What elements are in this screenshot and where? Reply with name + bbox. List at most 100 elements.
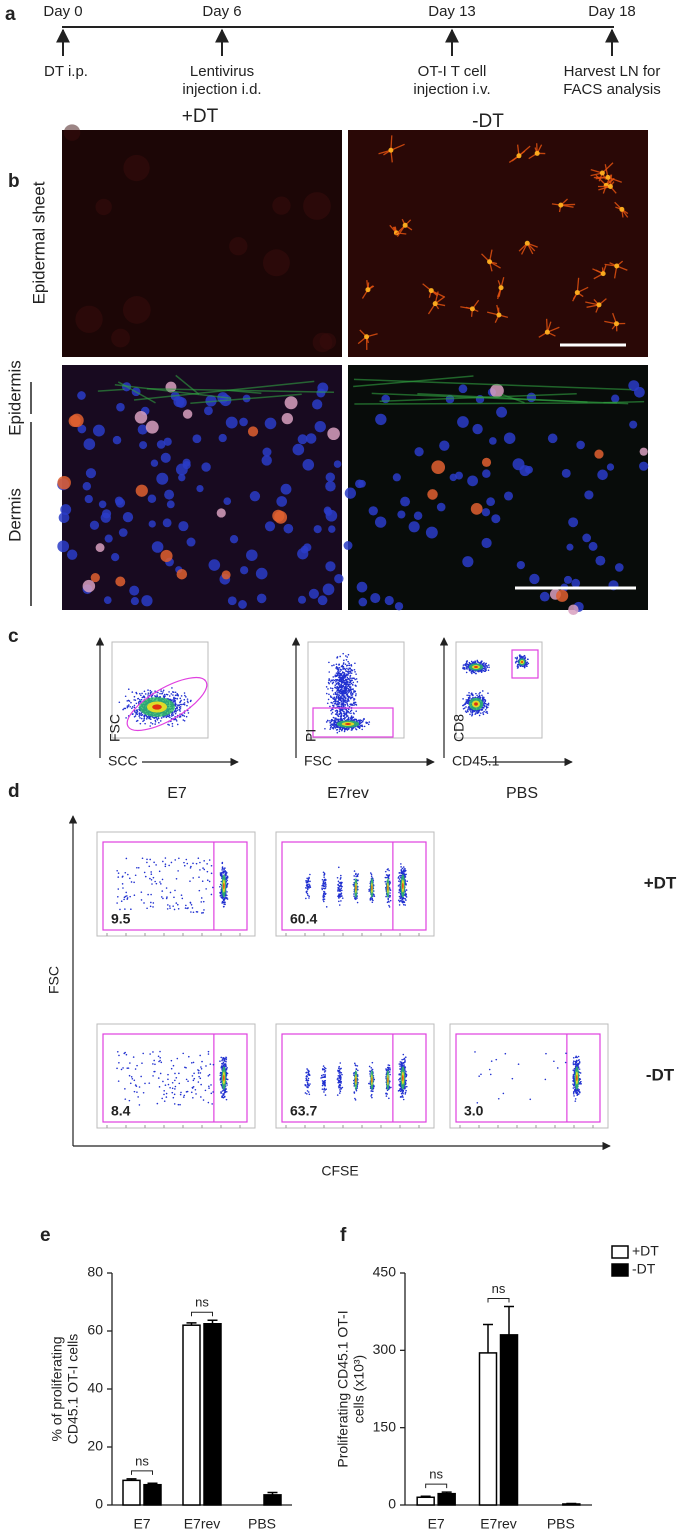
event (144, 691, 146, 693)
event (220, 1077, 222, 1079)
event (341, 1074, 343, 1076)
event (351, 680, 353, 682)
event (345, 670, 347, 672)
event (517, 666, 519, 668)
event (227, 876, 229, 878)
event (161, 717, 163, 719)
event (225, 1089, 227, 1091)
event (372, 901, 374, 903)
cell (582, 534, 591, 543)
event (140, 1076, 142, 1078)
event (174, 859, 176, 861)
row-label: Dermis (5, 488, 24, 542)
image-background (348, 365, 648, 610)
event (135, 874, 137, 876)
event (226, 1099, 228, 1101)
event (339, 1062, 341, 1064)
event (211, 1103, 213, 1105)
event (400, 896, 402, 898)
event (203, 869, 205, 871)
event (142, 714, 144, 716)
event (187, 1091, 189, 1093)
event (330, 727, 332, 729)
event (193, 1080, 195, 1082)
event (225, 1065, 227, 1067)
event (528, 663, 530, 665)
event (475, 693, 477, 695)
cell (314, 525, 322, 533)
event (339, 670, 341, 672)
event (152, 723, 154, 725)
event (466, 703, 468, 705)
event (168, 865, 170, 867)
event (350, 689, 352, 691)
event (308, 1085, 310, 1087)
event (337, 703, 339, 705)
event (347, 699, 349, 701)
cell (116, 403, 125, 412)
cell (59, 512, 70, 523)
cell (276, 496, 287, 507)
event (333, 725, 335, 727)
event (151, 873, 153, 875)
event-label: injection i.v. (413, 81, 490, 98)
event (373, 1085, 375, 1087)
event (178, 709, 180, 711)
event (355, 693, 357, 695)
event (332, 690, 334, 692)
event (211, 894, 213, 896)
event (158, 1077, 160, 1079)
event (355, 1068, 357, 1070)
event (402, 898, 404, 900)
event (208, 1051, 210, 1053)
column-label: +DT (182, 106, 219, 127)
cell (123, 512, 133, 522)
event (337, 692, 339, 694)
event (224, 867, 226, 869)
cell (222, 570, 231, 579)
event (122, 887, 124, 889)
event (340, 882, 342, 884)
event (201, 1061, 203, 1063)
event (173, 1097, 175, 1099)
event (399, 898, 401, 900)
cell (86, 468, 96, 478)
event (140, 723, 142, 725)
event (160, 1073, 162, 1075)
event (163, 696, 165, 698)
event (340, 877, 342, 879)
event (192, 1097, 194, 1099)
event (483, 670, 485, 672)
event (355, 685, 357, 687)
event (129, 700, 131, 702)
event (340, 718, 342, 720)
event (339, 685, 341, 687)
event (368, 890, 370, 892)
density (474, 702, 478, 705)
cell (116, 498, 125, 507)
event (331, 724, 333, 726)
event (355, 704, 357, 706)
event (211, 865, 213, 867)
event (223, 1097, 225, 1099)
event (338, 884, 340, 886)
event (352, 693, 354, 695)
event (171, 1068, 173, 1070)
event (331, 719, 333, 721)
event (349, 704, 351, 706)
event (187, 700, 189, 702)
cell (357, 582, 368, 593)
event (351, 704, 353, 706)
event (138, 715, 140, 717)
event (344, 704, 346, 706)
cell (397, 510, 405, 518)
event (325, 1094, 327, 1096)
cell (499, 285, 504, 290)
event (159, 1057, 161, 1059)
event (355, 728, 357, 730)
event (211, 1093, 213, 1095)
cell (257, 594, 267, 604)
event (178, 857, 180, 859)
event (179, 698, 181, 700)
event (172, 725, 174, 727)
